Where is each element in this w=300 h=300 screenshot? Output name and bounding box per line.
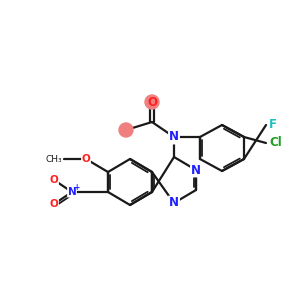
Text: O: O <box>147 95 157 109</box>
Text: N: N <box>169 130 179 143</box>
Text: N: N <box>191 164 201 176</box>
Circle shape <box>145 95 159 109</box>
Text: Cl: Cl <box>269 136 282 149</box>
Text: +: + <box>73 184 79 193</box>
Text: O: O <box>82 154 90 164</box>
Text: N: N <box>68 187 76 197</box>
Text: F: F <box>269 118 277 131</box>
Text: CH₃: CH₃ <box>45 154 62 164</box>
Text: O: O <box>50 199 58 209</box>
Text: N: N <box>169 196 179 209</box>
Text: O: O <box>50 175 58 185</box>
Circle shape <box>119 123 133 137</box>
